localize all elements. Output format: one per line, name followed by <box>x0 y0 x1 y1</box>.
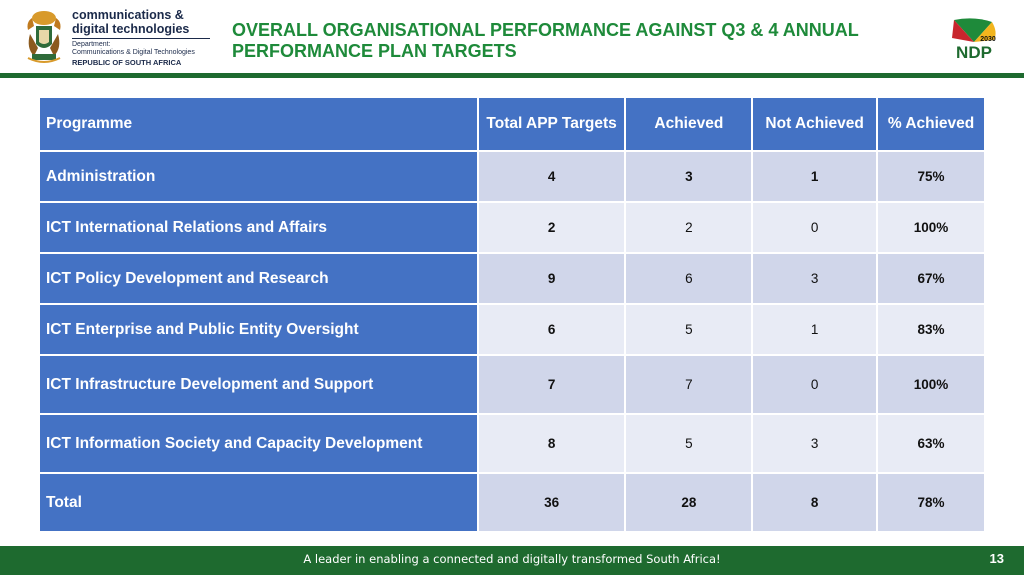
table-row: Administration 4 3 1 75% <box>38 150 986 203</box>
logo-country: REPUBLIC OF SOUTH AFRICA <box>72 58 182 67</box>
col-header-programme: Programme <box>38 96 479 152</box>
table-row: ICT Policy Development and Research 9 6 … <box>38 252 986 305</box>
achieved-cell: 7 <box>624 354 754 415</box>
achieved-cell: 5 <box>624 303 754 356</box>
logo-dept-line2: Communications & Digital Technologies <box>72 49 195 56</box>
table-row-total: Total 36 28 8 78% <box>38 472 986 533</box>
not-achieved-cell: 8 <box>751 472 879 533</box>
table-row: ICT Enterprise and Public Entity Oversig… <box>38 303 986 356</box>
achieved-cell: 3 <box>624 150 754 203</box>
total-cell: 8 <box>476 413 627 474</box>
ndp-year: 2030 <box>980 36 996 43</box>
total-cell: 4 <box>476 150 627 203</box>
page-number: 13 <box>989 551 1004 566</box>
logo-name-line2: digital technologies <box>72 22 190 36</box>
achieved-cell: 5 <box>624 413 754 474</box>
ndp-logo-icon: 2030 NDP <box>952 18 996 62</box>
pct-cell: 83% <box>876 303 986 356</box>
slide-footer: A leader in enabling a connected and dig… <box>0 546 1024 575</box>
achieved-cell: 2 <box>624 201 754 254</box>
total-cell: 7 <box>476 354 627 415</box>
programme-cell: ICT Information Society and Capacity Dev… <box>38 413 479 474</box>
col-header-not-achieved: Not Achieved <box>751 96 879 152</box>
total-cell: 6 <box>476 303 627 356</box>
header-divider <box>0 73 1024 78</box>
total-cell: 2 <box>476 201 627 254</box>
not-achieved-cell: 1 <box>751 303 879 356</box>
performance-table: Programme Total APP Targets Achieved Not… <box>38 96 986 533</box>
pct-cell: 100% <box>876 201 986 254</box>
col-header-total-app-targets: Total APP Targets <box>476 96 627 152</box>
col-header-achieved: Achieved <box>624 96 754 152</box>
table-row: ICT International Relations and Affairs … <box>38 201 986 254</box>
pct-cell: 67% <box>876 252 986 305</box>
pct-cell: 63% <box>876 413 986 474</box>
not-achieved-cell: 3 <box>751 252 879 305</box>
total-cell: 36 <box>476 472 627 533</box>
achieved-cell: 28 <box>624 472 754 533</box>
programme-cell: Administration <box>38 150 479 203</box>
programme-cell: ICT Policy Development and Research <box>38 252 479 305</box>
table-row: ICT Infrastructure Development and Suppo… <box>38 354 986 415</box>
not-achieved-cell: 1 <box>751 150 879 203</box>
programme-cell: ICT International Relations and Affairs <box>38 201 479 254</box>
programme-cell: ICT Enterprise and Public Entity Oversig… <box>38 303 479 356</box>
pct-cell: 78% <box>876 472 986 533</box>
slide-header: communications & digital technologies De… <box>0 0 1024 74</box>
total-cell: 9 <box>476 252 627 305</box>
not-achieved-cell: 0 <box>751 201 879 254</box>
not-achieved-cell: 3 <box>751 413 879 474</box>
slide-title: OVERALL ORGANISATIONAL PERFORMANCE AGAIN… <box>232 20 859 61</box>
ndp-text: NDP <box>956 43 992 62</box>
col-header-pct-achieved: % Achieved <box>876 96 986 152</box>
table-row: ICT Information Society and Capacity Dev… <box>38 413 986 474</box>
programme-cell: Total <box>38 472 479 533</box>
logo-name-line1: communications & <box>72 8 184 22</box>
logo-divider <box>72 38 210 39</box>
pct-cell: 100% <box>876 354 986 415</box>
achieved-cell: 6 <box>624 252 754 305</box>
programme-cell: ICT Infrastructure Development and Suppo… <box>38 354 479 415</box>
footer-tagline: A leader in enabling a connected and dig… <box>303 552 721 566</box>
table-header-row: Programme Total APP Targets Achieved Not… <box>38 96 986 152</box>
coat-of-arms-icon <box>27 11 61 63</box>
not-achieved-cell: 0 <box>751 354 879 415</box>
dcdt-logo: communications & digital technologies De… <box>22 8 210 68</box>
logo-dept-line1: Department: <box>72 41 111 48</box>
pct-cell: 75% <box>876 150 986 203</box>
